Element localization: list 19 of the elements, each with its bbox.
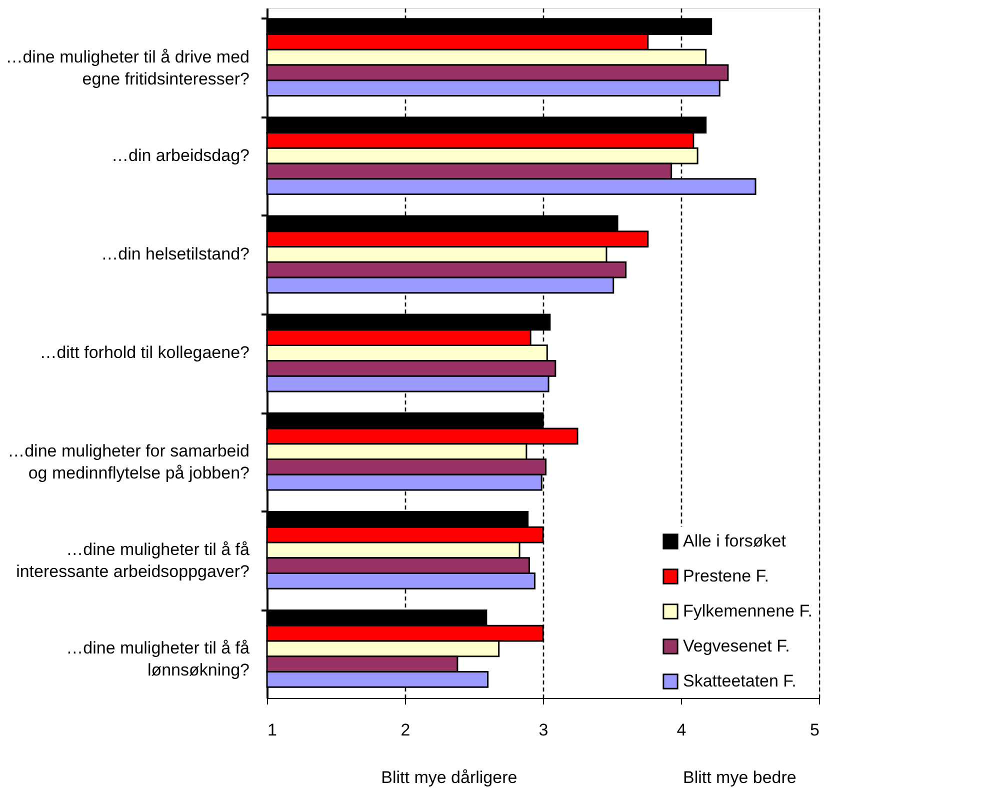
y-tick-label: …ditt forhold til kollegaene? — [40, 343, 250, 362]
text: Blitt mye bedre — [682, 768, 796, 787]
legend-label: Vegvesenet F. — [683, 636, 790, 656]
y-tick-label: …dine muligheter til å få lønnsøkning? — [66, 638, 250, 680]
text: Blitt mye dårligere — [381, 768, 518, 787]
legend-label: Prestene F. — [683, 566, 769, 586]
legend-label: Alle i forsøket — [683, 532, 786, 550]
y-tick-label: …din arbeidsdag? — [112, 146, 250, 165]
y-tick-label: …dine muligheter til å drive med egne fritidsinteresser? — [6, 47, 250, 88]
legend-label: Fylkemennene F. — [683, 602, 812, 620]
legend-label: Skatteetaten F. — [683, 672, 796, 690]
x-tick-label: 1 — [268, 720, 277, 740]
y-tick-label: …dine muligheter til å få interessante arbeidsoppgaver? — [16, 540, 250, 582]
x-tick-label: 5 — [810, 720, 820, 740]
x-tick-label: 4 — [676, 720, 686, 740]
y-tick-label: …dine muligheter for samarbeid og medinnflytelse på jobben? — [8, 442, 250, 483]
y-tick-label: …din helsetilstand? — [101, 244, 250, 264]
x-tick-label: 3 — [538, 720, 548, 740]
x-tick-label: 2 — [400, 720, 410, 740]
